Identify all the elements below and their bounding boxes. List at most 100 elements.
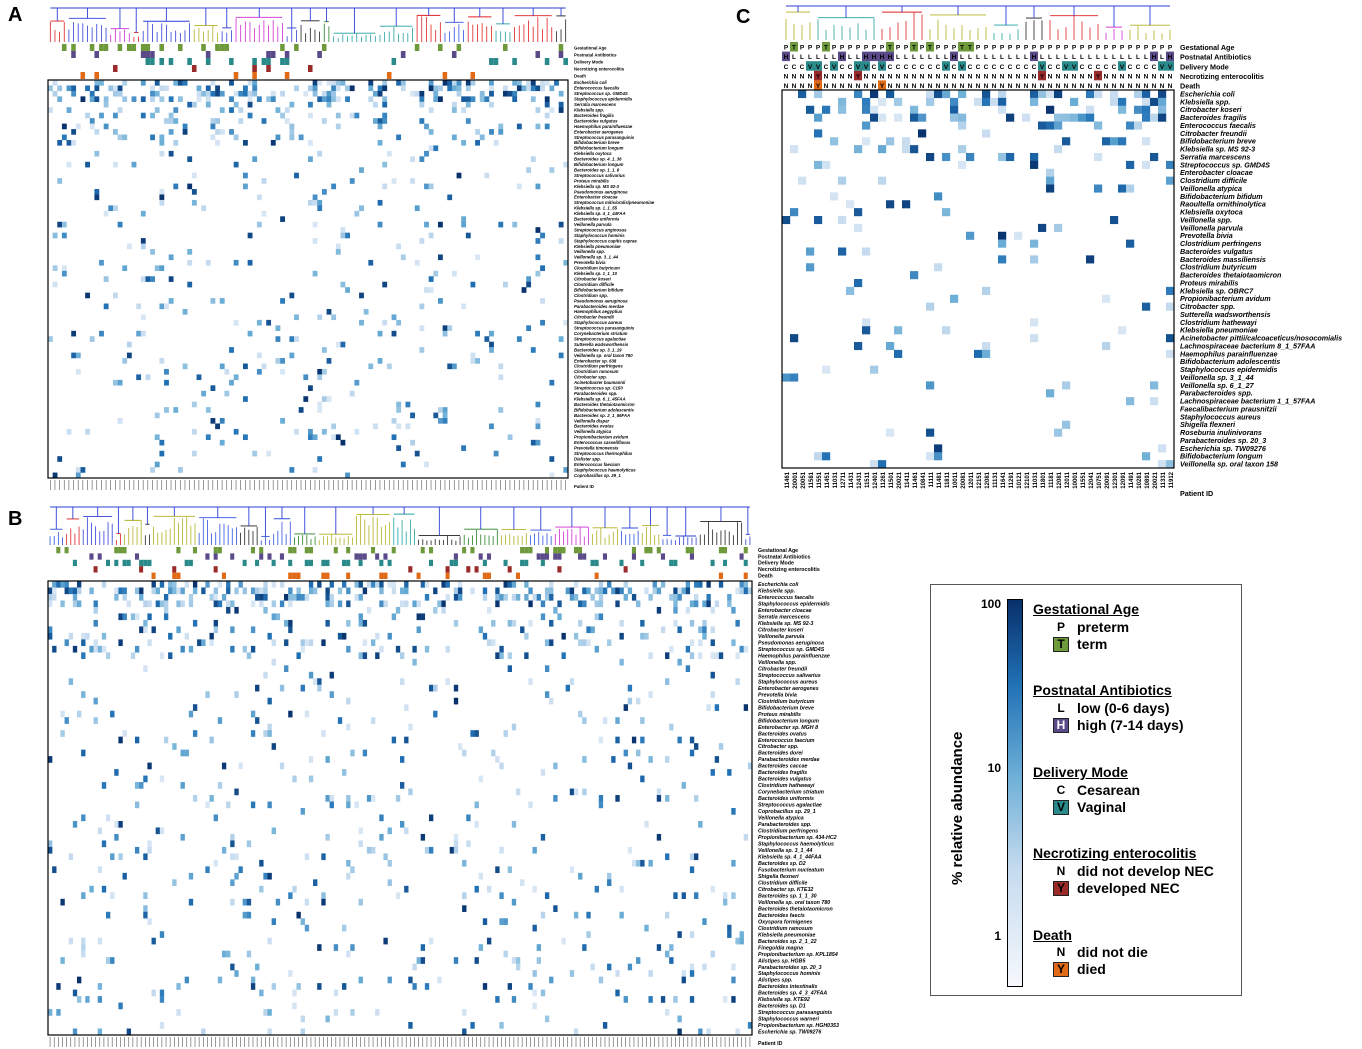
annotation-cell: [507, 65, 513, 72]
heatmap-cell: [349, 390, 355, 397]
annotation-cell: [358, 572, 363, 579]
annotation-code: C: [1048, 64, 1053, 71]
heatmap-cell: [489, 330, 494, 337]
heatmap-cell: [598, 581, 604, 588]
annotation-cell: [669, 547, 674, 554]
heatmap-cell: [582, 600, 587, 608]
annotation-cell: [159, 58, 165, 65]
annotation-cell: [503, 547, 508, 554]
heatmap-cell: [114, 820, 119, 828]
heatmap-cell: [224, 390, 230, 397]
heatmap-cell: [433, 145, 439, 152]
annotation-cell: [442, 58, 448, 65]
heatmap-cell: [233, 90, 239, 97]
annotation-cell: [530, 72, 536, 79]
annotation-cell: [159, 44, 165, 51]
annotation-cell: [233, 72, 239, 79]
heatmap-cell: [201, 390, 207, 397]
column-label: 11801: [1041, 471, 1047, 488]
annotation-code: C: [872, 64, 877, 71]
column-label: 20051: [801, 471, 807, 488]
annotation-cell: [544, 51, 550, 58]
annotation-cell: [437, 553, 442, 560]
heatmap-cell: [648, 756, 653, 763]
annotation-cell: [117, 65, 123, 72]
annotation-code: L: [984, 54, 988, 61]
heatmap-cell: [382, 101, 388, 108]
annotation-cell: [76, 553, 82, 560]
heatmap-cell: [217, 717, 223, 724]
heatmap-cell: [526, 276, 532, 282]
heatmap-cell: [1158, 113, 1167, 122]
heatmap-cell: [677, 931, 682, 938]
annotation-cell: [289, 72, 295, 79]
column-label: 11511: [865, 471, 871, 488]
annotation-cell: [178, 44, 183, 51]
heatmap-cell: [1142, 90, 1151, 99]
annotation-cell: [408, 572, 413, 579]
annotation-cell: [325, 547, 330, 554]
heatmap-cell: [188, 600, 194, 608]
annotation-cell: [230, 572, 235, 579]
annotation-cell: [326, 44, 332, 51]
annotation-cell: [89, 547, 94, 554]
annotation-code: N: [944, 73, 949, 80]
row-label: Bifidobacterium longum: [574, 146, 624, 151]
heatmap-cell: [451, 270, 457, 277]
annotation-cell: [524, 559, 529, 567]
annotation-cell: [335, 44, 341, 51]
heatmap-cell: [400, 652, 405, 660]
annotation-cell: [681, 566, 686, 573]
annotation-code: N: [1128, 73, 1133, 80]
heatmap-cell: [573, 581, 579, 588]
heatmap-cell: [453, 697, 459, 705]
heatmap-cell: [321, 428, 327, 435]
annotation-code: N: [944, 83, 949, 90]
annotation-cell: [221, 553, 227, 560]
annotation-cell: [544, 572, 550, 579]
heatmap-cell: [173, 139, 179, 146]
annotation-cell: [602, 559, 608, 567]
heatmap-cell: [582, 788, 587, 796]
heatmap-cell: [288, 710, 293, 718]
heatmap-cell: [101, 581, 107, 588]
heatmap-cell: [250, 626, 256, 634]
annotation-code: N: [1016, 73, 1021, 80]
annotation-cell: [172, 553, 177, 560]
annotation-cell: [706, 572, 711, 579]
annotation-cell: [433, 572, 438, 579]
heatmap-cell: [451, 101, 457, 108]
heatmap-cell: [540, 80, 545, 86]
annotation-cell: [1134, 80, 1142, 90]
annotation-cell: [631, 553, 637, 560]
annotation-cell: [292, 547, 297, 554]
heatmap-cell: [294, 336, 299, 342]
heatmap-cell: [554, 80, 559, 86]
colorbar-tick-10: 10: [987, 761, 1001, 775]
row-label: Staphylococcus epidermidis: [758, 602, 830, 608]
row-label: Escherichia coli: [758, 582, 799, 588]
annotation-cell: [974, 61, 982, 71]
heatmap-cell: [677, 736, 682, 744]
annotation-code: H: [1168, 54, 1173, 61]
annotation-cell: [1062, 61, 1070, 71]
annotation-cell: [266, 58, 271, 65]
annotation-cell: [400, 566, 405, 573]
annotation-cell: [143, 559, 148, 567]
annotation-cell: [252, 44, 257, 51]
heatmap-cell: [854, 223, 863, 232]
heatmap-cell: [103, 96, 109, 103]
heatmap-cell: [640, 619, 645, 627]
heatmap-cell: [607, 639, 612, 647]
annotation-cell: [371, 566, 376, 573]
annotation-cell: [405, 58, 411, 65]
heatmap-cell: [926, 302, 935, 311]
annotation-cell: [261, 44, 267, 51]
annotation-cell: [184, 553, 189, 560]
heatmap-cell: [573, 911, 579, 919]
heatmap-cell: [159, 134, 165, 141]
annotation-code: P: [936, 45, 941, 52]
annotation-cell: [308, 572, 314, 579]
annotation-cell: [1022, 61, 1030, 71]
annotation-code: H: [840, 54, 845, 61]
